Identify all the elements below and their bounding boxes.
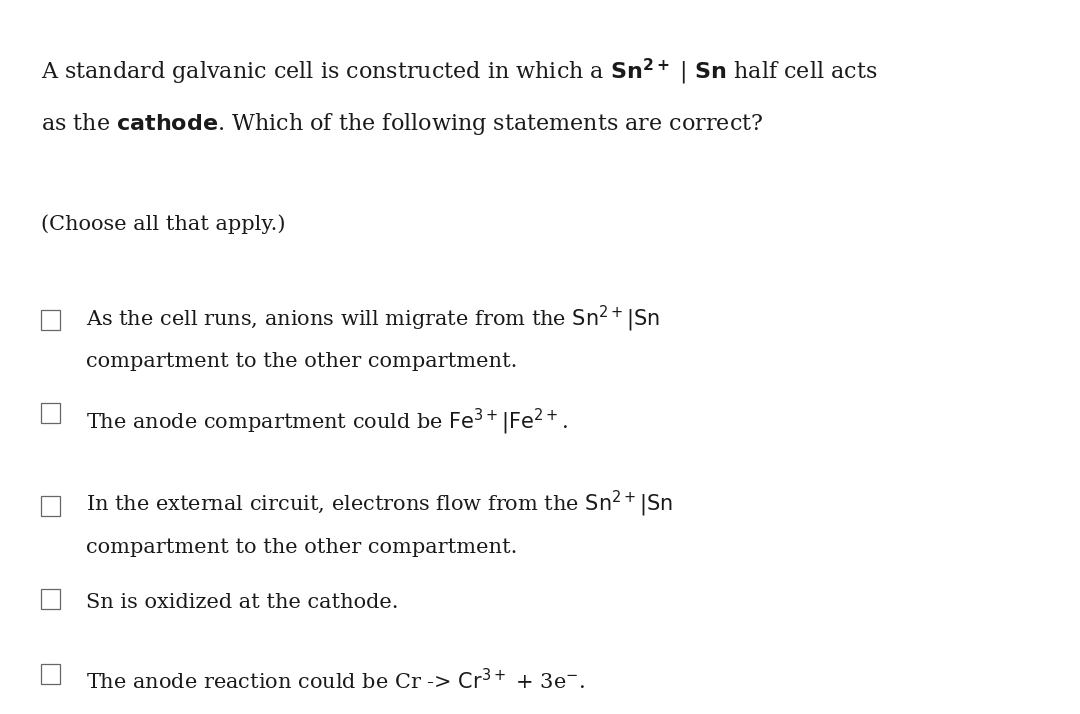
Text: In the external circuit, electrons flow from the $\mathrm{Sn}^{2+}|\mathrm{Sn}$: In the external circuit, electrons flow … <box>86 489 674 519</box>
Text: (Choose all that apply.): (Choose all that apply.) <box>41 214 285 234</box>
Bar <box>41 403 60 423</box>
Bar <box>41 663 60 683</box>
Text: compartment to the other compartment.: compartment to the other compartment. <box>86 538 517 557</box>
Text: A standard galvanic cell is constructed in which a $\mathbf{Sn^{2+}}$ | $\mathbf: A standard galvanic cell is constructed … <box>41 57 877 87</box>
Bar <box>41 311 60 331</box>
Text: compartment to the other compartment.: compartment to the other compartment. <box>86 352 517 371</box>
Text: Sn is oxidized at the cathode.: Sn is oxidized at the cathode. <box>86 593 399 612</box>
Bar <box>41 496 60 516</box>
Text: The anode compartment could be $\mathrm{Fe}^{3+}|\mathrm{Fe}^{2+}$.: The anode compartment could be $\mathrm{… <box>86 407 569 437</box>
Text: As the cell runs, anions will migrate from the $\mathrm{Sn}^{2+}|\mathrm{Sn}$: As the cell runs, anions will migrate fr… <box>86 303 661 333</box>
Text: as the $\bf{cathode}$. Which of the following statements are correct?: as the $\bf{cathode}$. Which of the foll… <box>41 111 764 136</box>
Bar <box>41 588 60 608</box>
Text: The anode reaction could be Cr -> $\mathrm{Cr}^{3+}$ + 3e$^{-}$.: The anode reaction could be Cr -> $\math… <box>86 668 585 693</box>
